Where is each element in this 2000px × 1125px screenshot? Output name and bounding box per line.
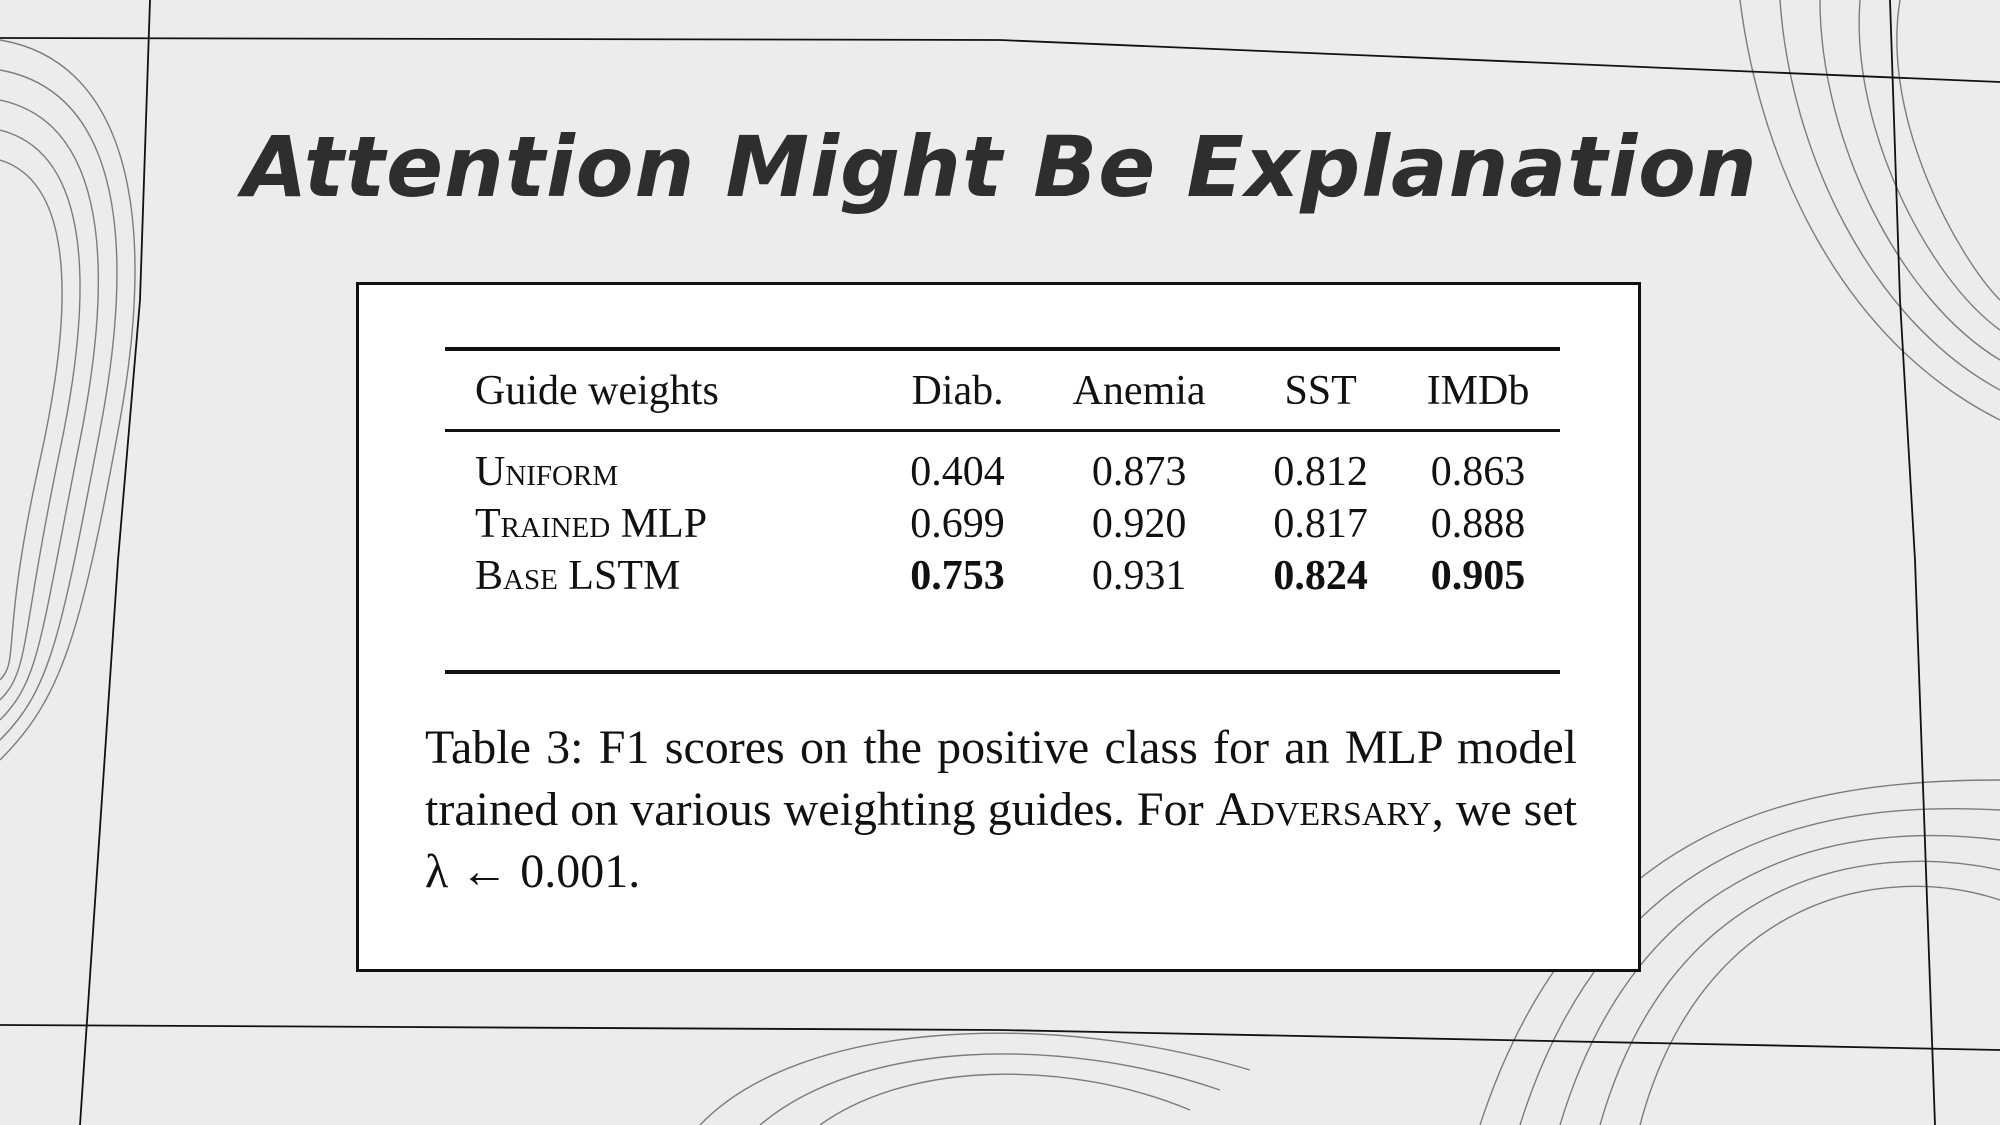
caption-tail: , we set λ ← 0.001. [425, 783, 1578, 898]
table-cell: 0.920 [1091, 501, 1187, 547]
table-header-cell: Anemia [1072, 368, 1206, 414]
table-header-cell: SST [1284, 368, 1357, 414]
row-label: Base LSTM [475, 553, 681, 599]
slide-title: Attention Might Be Explanation [242, 118, 1758, 216]
table-cell: 0.817 [1273, 501, 1368, 547]
table-header-cell: Guide weights [475, 368, 719, 414]
table-cell: 0.888 [1430, 501, 1526, 547]
table-header-row: Guide weights Diab. Anemia SST IMDb [445, 349, 1560, 431]
table-cell: 0.699 [910, 501, 1005, 547]
table-header-cell: IMDb [1426, 368, 1530, 414]
table-cell: 0.863 [1430, 449, 1526, 495]
paper-figure-card: Guide weights Diab. Anemia SST IMDb Unif… [356, 282, 1641, 972]
table-cell-bold: 0.753 [910, 553, 1005, 599]
row-label-text: Trained MLP [475, 501, 708, 547]
table-row: Base LSTM 0.753 0.931 0.824 0.905 [445, 550, 1560, 602]
table-cell-bold: 0.905 [1430, 553, 1526, 599]
table-cell: 0.931 [1091, 553, 1187, 599]
table-cell: 0.812 [1273, 449, 1368, 495]
row-label: Uniform [475, 449, 619, 495]
table-cell: 0.404 [910, 449, 1005, 495]
table-cell: 0.873 [1091, 449, 1187, 495]
caption-text: Table 3: F1 scores on the positive class… [425, 721, 1577, 836]
table-caption: Table 3: F1 scores on the positive class… [425, 717, 1577, 903]
caption-adversary: Adversary [1215, 783, 1432, 836]
table-cell-bold: 0.824 [1273, 553, 1368, 599]
row-label: Trained MLP [445, 498, 882, 550]
results-table: Guide weights Diab. Anemia SST IMDb Unif… [445, 347, 1560, 602]
table-bottom-rule [445, 670, 1560, 674]
table-header-cell: Diab. [911, 368, 1004, 414]
table-row: Uniform 0.404 0.873 0.812 0.863 [445, 431, 1560, 499]
table-row: Trained MLP 0.699 0.920 0.817 0.888 [445, 498, 1560, 550]
